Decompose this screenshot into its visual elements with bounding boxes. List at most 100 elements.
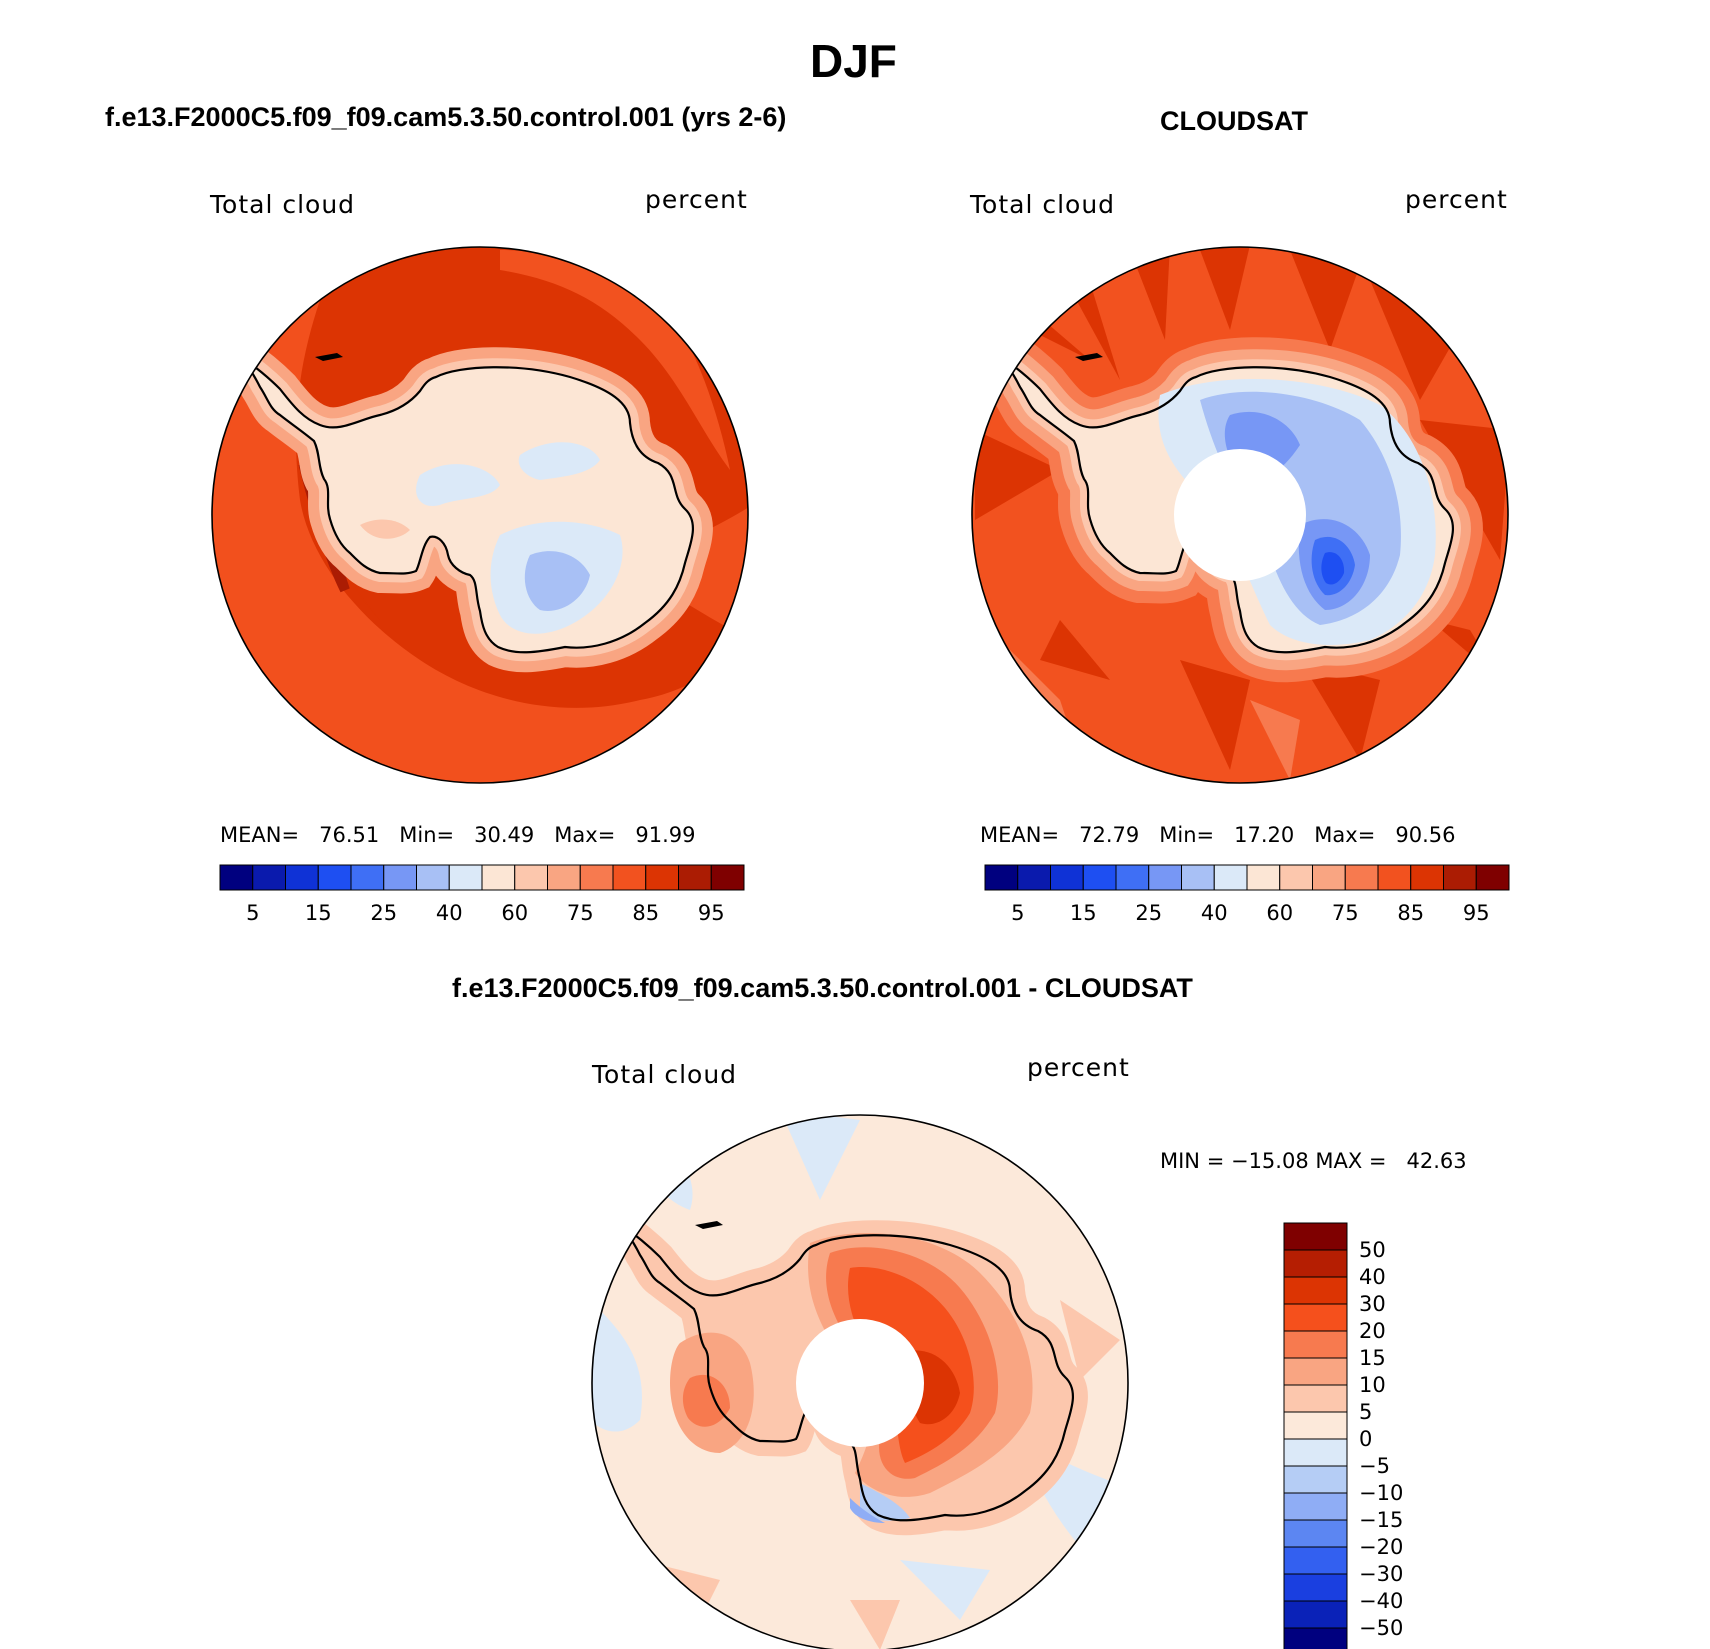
colorbar-swatch bbox=[1283, 1330, 1348, 1359]
colorbar-swatch bbox=[1283, 1222, 1348, 1251]
figure-title: DJF bbox=[810, 35, 897, 87]
colorbar-tick-label: −20 bbox=[1359, 1535, 1403, 1559]
colorbar-swatch bbox=[1115, 864, 1150, 891]
colorbar-swatch bbox=[416, 864, 450, 891]
colorbar-swatch bbox=[219, 864, 254, 891]
colorbar-tick-label: 25 bbox=[1135, 901, 1162, 925]
mean-value: 72.79 bbox=[1079, 823, 1140, 847]
colorbar-swatch bbox=[1050, 864, 1084, 891]
mean-value: 76.51 bbox=[319, 823, 380, 847]
map-obs-border bbox=[971, 246, 1509, 784]
panel-obs-right-label: percent bbox=[1405, 185, 1508, 214]
colorbar-tick-label: −5 bbox=[1359, 1454, 1390, 1478]
colorbar-tick-label: 95 bbox=[698, 901, 725, 925]
colorbar-tick-label: −50 bbox=[1359, 1616, 1403, 1640]
panel-model-right-label: percent bbox=[645, 185, 748, 214]
colorbar-tick-label: −15 bbox=[1359, 1508, 1403, 1532]
colorbar-tick-label: 75 bbox=[1332, 901, 1359, 925]
colorbar-swatch bbox=[1283, 1357, 1348, 1386]
colorbar-tick-label: 60 bbox=[1266, 901, 1293, 925]
colorbar-swatch bbox=[612, 864, 647, 891]
colorbar-swatch bbox=[678, 864, 712, 891]
colorbar-tick-label: −10 bbox=[1359, 1481, 1403, 1505]
colorbar-swatch bbox=[1283, 1573, 1348, 1602]
colorbar-tick-label: 40 bbox=[436, 901, 463, 925]
colorbar-swatch bbox=[547, 864, 581, 891]
colorbar-swatch bbox=[1283, 1384, 1348, 1413]
panel-diff-minmax: MIN = −15.08 MAX = 42.63 bbox=[1160, 1149, 1467, 1173]
colorbar-swatch bbox=[1377, 864, 1412, 891]
max-label: Max= bbox=[1314, 823, 1376, 847]
colorbar-tick-label: −40 bbox=[1359, 1589, 1403, 1613]
colorbar-swatch bbox=[285, 864, 319, 891]
colorbar-swatch bbox=[1410, 864, 1444, 891]
panel-obs-stats: MEAN= 72.79 Min= 17.20 Max= 90.56 bbox=[980, 823, 1455, 847]
panel-obs-left-label: Total cloud bbox=[970, 190, 1116, 219]
colorbar-swatch bbox=[1283, 1627, 1348, 1649]
colorbar-swatch bbox=[1283, 1411, 1348, 1440]
colorbar-tick-label: −30 bbox=[1359, 1562, 1403, 1586]
colorbar-swatch bbox=[317, 864, 352, 891]
colorbar-swatch bbox=[579, 864, 614, 891]
colorbar-swatch bbox=[383, 864, 417, 891]
panel-obs-title: CLOUDSAT bbox=[1160, 106, 1308, 136]
colorbar-swatch bbox=[1279, 864, 1313, 891]
colorbar-swatch bbox=[1283, 1276, 1348, 1305]
colorbar-tick-label: 40 bbox=[1201, 901, 1228, 925]
colorbar-tick-label: 30 bbox=[1359, 1292, 1386, 1316]
colorbar-swatch bbox=[1283, 1438, 1348, 1467]
map-obs bbox=[972, 247, 1508, 783]
colorbar-swatch bbox=[1283, 1249, 1348, 1278]
colorbar-obs: 5 15 25 40 60 75 85 95 bbox=[984, 864, 1510, 925]
colorbar-swatch bbox=[448, 864, 483, 891]
max-label: Max= bbox=[554, 823, 616, 847]
map-model bbox=[212, 247, 748, 783]
min-value: 30.49 bbox=[474, 823, 535, 847]
map-diff-nodata-hole bbox=[796, 1319, 924, 1447]
colorbar-tick-label: 25 bbox=[370, 901, 397, 925]
colorbar-tick-label: 40 bbox=[1359, 1265, 1386, 1289]
colorbar-swatch bbox=[481, 864, 516, 891]
colorbar-tick-label: 60 bbox=[501, 901, 528, 925]
colorbar-swatch bbox=[1283, 1519, 1348, 1548]
mean-label: MEAN= bbox=[980, 823, 1060, 847]
panel-model-title: f.e13.F2000C5.f09_f09.cam5.3.50.control.… bbox=[105, 102, 787, 132]
colorbar-tick-label: 95 bbox=[1463, 901, 1490, 925]
panel-diff-title: f.e13.F2000C5.f09_f09.cam5.3.50.control.… bbox=[452, 973, 1193, 1003]
colorbar-swatch bbox=[1246, 864, 1281, 891]
colorbar-swatch bbox=[1283, 1600, 1348, 1629]
min-label: Min= bbox=[399, 823, 455, 847]
map-diff bbox=[592, 1115, 1128, 1649]
map-model-border bbox=[211, 246, 749, 784]
colorbar-tick-label: 0 bbox=[1359, 1427, 1372, 1451]
max-value: 91.99 bbox=[635, 823, 696, 847]
colorbar-swatch bbox=[710, 864, 745, 891]
panel-diff-left-label: Total cloud bbox=[592, 1060, 738, 1089]
min-label: Min= bbox=[1159, 823, 1215, 847]
colorbar-swatch bbox=[1181, 864, 1215, 891]
panel-model-left-label: Total cloud bbox=[210, 190, 356, 219]
colorbar-swatch bbox=[1283, 1546, 1348, 1575]
colorbar-swatch bbox=[1443, 864, 1477, 891]
colorbar-model: 5 15 25 40 60 75 85 95 bbox=[219, 864, 745, 925]
colorbar-tick-label: 5 bbox=[246, 901, 259, 925]
colorbar-swatch bbox=[252, 864, 286, 891]
map-diff-border bbox=[591, 1114, 1129, 1649]
colorbar-tick-label: 85 bbox=[1397, 901, 1424, 925]
colorbar-swatch bbox=[1148, 864, 1182, 891]
colorbar-swatch bbox=[1213, 864, 1248, 891]
map-obs-nodata-hole bbox=[1174, 449, 1306, 581]
colorbar-tick-label: 75 bbox=[567, 901, 594, 925]
colorbar-swatch bbox=[1082, 864, 1117, 891]
panel-model-stats: MEAN= 76.51 Min= 30.49 Max= 91.99 bbox=[220, 823, 695, 847]
colorbar-swatch bbox=[1283, 1465, 1348, 1494]
mean-label: MEAN= bbox=[220, 823, 300, 847]
max-value: 90.56 bbox=[1395, 823, 1456, 847]
colorbar-tick-label: 15 bbox=[1070, 901, 1097, 925]
colorbar-swatch bbox=[1283, 1492, 1348, 1521]
colorbar-swatch bbox=[645, 864, 679, 891]
colorbar-swatch bbox=[984, 864, 1019, 891]
colorbar-swatch bbox=[1475, 864, 1510, 891]
